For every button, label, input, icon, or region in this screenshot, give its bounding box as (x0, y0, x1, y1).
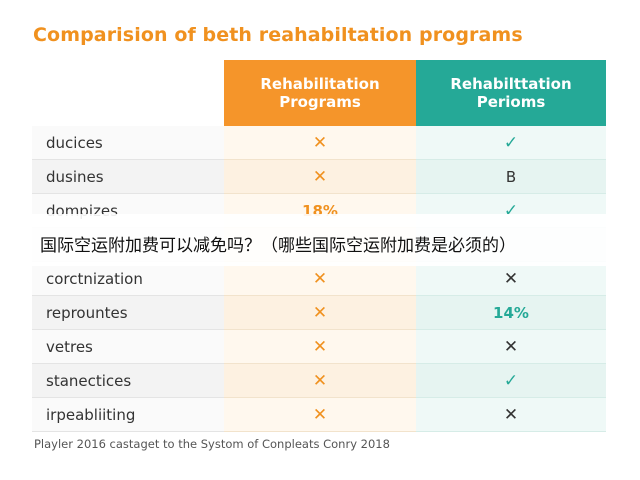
cell-programs: ✕ (224, 160, 416, 194)
row-label: dusines (32, 160, 224, 194)
cross-icon: ✕ (312, 336, 328, 357)
chart-title: Comparision of beth reahabiltation progr… (33, 24, 523, 46)
column-header-perioms: Rehabilttation Perioms (416, 60, 606, 126)
cell-programs: ✕ (224, 126, 416, 160)
row-label: reprountes (32, 296, 224, 330)
table-row: ducices ✕ ✓ (32, 126, 606, 160)
cell-perioms: ✕ (416, 262, 606, 296)
table-row: stanectices ✕ ✓ (32, 364, 606, 398)
row-label: ducices (32, 126, 224, 160)
cross-icon: ✕ (503, 336, 519, 357)
header-blank-cell (32, 60, 224, 126)
cell-value: 14% (493, 303, 529, 322)
cross-icon: ✕ (312, 166, 328, 187)
cell-programs: ✕ (224, 296, 416, 330)
cell-perioms: ✓ (416, 126, 606, 160)
cell-perioms: ✕ (416, 398, 606, 432)
cell-perioms: ✕ (416, 330, 606, 364)
cross-icon: ✕ (312, 268, 328, 289)
cross-icon: ✕ (312, 404, 328, 425)
cell-value: B (505, 167, 517, 186)
cross-icon: ✕ (503, 404, 519, 425)
row-label: irpeabliiting (32, 398, 224, 432)
row-label: corctnization (32, 262, 224, 296)
table-row: irpeabliiting ✕ ✕ (32, 398, 606, 432)
row-label: vetres (32, 330, 224, 364)
table-row: dusines ✕ B (32, 160, 606, 194)
check-icon: ✓ (503, 370, 519, 391)
table-header-row: Rehabilitation Programs Rehabilttation P… (32, 60, 606, 126)
cell-programs: ✕ (224, 364, 416, 398)
table-row: reprountes ✕ 14% (32, 296, 606, 330)
row-label: stanectices (32, 364, 224, 398)
table-row: vetres ✕ ✕ (32, 330, 606, 364)
cell-programs: ✕ (224, 330, 416, 364)
overlay-banner (0, 214, 640, 266)
cell-perioms: B (416, 160, 606, 194)
check-icon: ✓ (503, 132, 519, 153)
cell-perioms: 14% (416, 296, 606, 330)
cross-icon: ✕ (312, 370, 328, 391)
column-header-programs: Rehabilitation Programs (224, 60, 416, 126)
cell-programs: ✕ (224, 398, 416, 432)
cell-programs: ✕ (224, 262, 416, 296)
chart-caption: Playler 2016 castaget to the Systom of C… (34, 437, 390, 451)
table-row: corctnization ✕ ✕ (32, 262, 606, 296)
cross-icon: ✕ (503, 268, 519, 289)
cell-perioms: ✓ (416, 364, 606, 398)
cross-icon: ✕ (312, 132, 328, 153)
overlay-question-text: 国际空运附加费可以减免吗？（哪些国际空运附加费是必须的） (40, 236, 516, 256)
column-header-programs-label: Rehabilitation Programs (260, 75, 380, 111)
column-header-perioms-label: Rehabilttation Perioms (450, 75, 572, 111)
cross-icon: ✕ (312, 302, 328, 323)
